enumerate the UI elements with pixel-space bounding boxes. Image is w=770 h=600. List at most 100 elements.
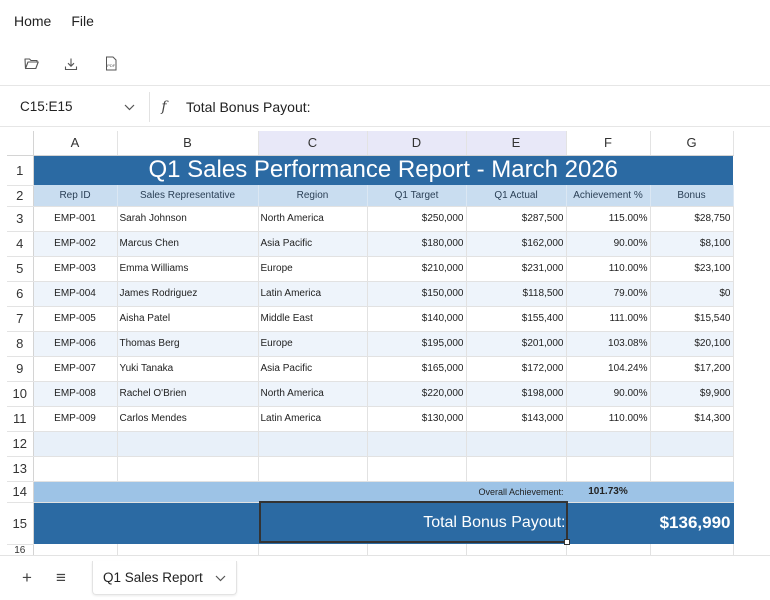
empty-cell[interactable] [117, 481, 259, 503]
cell-rep-name[interactable]: Thomas Berg [117, 331, 259, 357]
add-sheet-button[interactable]: + [22, 568, 32, 587]
row-header[interactable]: 8 [7, 331, 34, 357]
menu-file[interactable]: File [71, 13, 94, 29]
empty-cell[interactable] [117, 456, 259, 482]
cell-bonus[interactable]: $9,900 [650, 381, 734, 407]
cell-bonus[interactable]: $14,300 [650, 406, 734, 432]
empty-cell[interactable] [33, 456, 118, 482]
row-header[interactable]: 16 [7, 544, 34, 555]
row-header[interactable]: 15 [7, 502, 34, 545]
cell-actual[interactable]: $118,500 [466, 281, 567, 307]
report-title[interactable]: Q1 Sales Performance Report - March 2026 [33, 155, 733, 185]
cell-region[interactable]: Europe [258, 256, 368, 282]
empty-cell[interactable] [367, 456, 467, 482]
cell-rep-id[interactable]: EMP-006 [33, 331, 118, 357]
row-header[interactable]: 14 [7, 481, 34, 503]
cell-rep-name[interactable]: Marcus Chen [117, 231, 259, 257]
empty-cell[interactable] [258, 431, 368, 457]
cell-rep-id[interactable]: EMP-009 [33, 406, 118, 432]
cell-target[interactable]: $210,000 [367, 256, 467, 282]
empty-cell[interactable] [117, 544, 259, 555]
cell-bonus[interactable]: $15,540 [650, 306, 734, 332]
cell-rep-name[interactable]: Carlos Mendes [117, 406, 259, 432]
cell-region[interactable]: Europe [258, 331, 368, 357]
column-header-d[interactable]: D [367, 131, 467, 156]
row-header[interactable]: 12 [7, 431, 34, 457]
empty-cell[interactable] [367, 431, 467, 457]
empty-cell[interactable] [367, 544, 467, 555]
row-header[interactable]: 4 [7, 231, 34, 257]
cell-region[interactable]: Asia Pacific [258, 231, 368, 257]
empty-cell[interactable] [566, 544, 651, 555]
empty-cell[interactable] [650, 544, 734, 555]
cell-region[interactable]: North America [258, 381, 368, 407]
row-header[interactable]: 6 [7, 281, 34, 307]
formula-input[interactable]: Total Bonus Payout: [186, 98, 311, 115]
cell-rep-id[interactable]: EMP-008 [33, 381, 118, 407]
empty-cell[interactable] [466, 456, 567, 482]
menu-home[interactable]: Home [14, 13, 52, 29]
empty-cell[interactable] [466, 431, 567, 457]
cell-bonus[interactable]: $20,100 [650, 331, 734, 357]
cell-rep-id[interactable]: EMP-002 [33, 231, 118, 257]
empty-cell[interactable] [117, 502, 259, 544]
cell-actual[interactable]: $231,000 [466, 256, 567, 282]
empty-cell[interactable] [33, 544, 118, 555]
empty-cell[interactable] [650, 481, 734, 503]
name-box[interactable]: C15:E15 [0, 91, 150, 122]
cell-bonus[interactable]: $23,100 [650, 256, 734, 282]
empty-cell[interactable] [33, 481, 118, 503]
cell-bonus[interactable]: $28,750 [650, 206, 734, 232]
cell-target[interactable]: $220,000 [367, 381, 467, 407]
cell-achievement[interactable]: 115.00% [566, 206, 651, 232]
column-header-a[interactable]: A [33, 131, 118, 156]
cell-achievement[interactable]: 90.00% [566, 231, 651, 257]
cell-target[interactable]: $130,000 [367, 406, 467, 432]
cell-rep-id[interactable]: EMP-007 [33, 356, 118, 382]
chevron-down-icon[interactable] [215, 570, 226, 585]
sheet-tab-active[interactable]: Q1 Sales Report [92, 561, 237, 595]
cell-target[interactable]: $250,000 [367, 206, 467, 232]
empty-cell[interactable] [367, 481, 467, 503]
select-all-corner[interactable] [7, 131, 34, 156]
total-bonus-label[interactable]: Total Bonus Payout: [258, 502, 567, 544]
folder-open-icon[interactable] [22, 55, 40, 73]
cell-rep-id[interactable]: EMP-003 [33, 256, 118, 282]
cell-bonus[interactable]: $8,100 [650, 231, 734, 257]
empty-cell[interactable] [33, 431, 118, 457]
fill-handle[interactable] [564, 539, 570, 545]
column-header-g[interactable]: G [650, 131, 734, 156]
cell-target[interactable]: $180,000 [367, 231, 467, 257]
download-icon[interactable] [62, 55, 80, 73]
cell-rep-id[interactable]: EMP-004 [33, 281, 118, 307]
column-header-f[interactable]: F [566, 131, 651, 156]
cell-actual[interactable]: $172,000 [466, 356, 567, 382]
header-cell[interactable]: Sales Representative [117, 185, 259, 207]
cell-rep-id[interactable]: EMP-005 [33, 306, 118, 332]
row-header[interactable]: 13 [7, 456, 34, 482]
row-header[interactable]: 7 [7, 306, 34, 332]
cell-rep-name[interactable]: Rachel O'Brien [117, 381, 259, 407]
empty-cell[interactable] [650, 456, 734, 482]
cell-region[interactable]: Middle East [258, 306, 368, 332]
cell-actual[interactable]: $287,500 [466, 206, 567, 232]
column-header-e[interactable]: E [466, 131, 567, 156]
column-header-b[interactable]: B [117, 131, 259, 156]
row-header[interactable]: 2 [7, 185, 34, 207]
cell-actual[interactable]: $162,000 [466, 231, 567, 257]
cell-actual[interactable]: $201,000 [466, 331, 567, 357]
row-header[interactable]: 9 [7, 356, 34, 382]
header-cell[interactable]: Q1 Target [367, 185, 467, 207]
pdf-icon[interactable]: PDF [102, 55, 120, 73]
cell-region[interactable]: Latin America [258, 281, 368, 307]
empty-cell[interactable] [566, 456, 651, 482]
cell-target[interactable]: $150,000 [367, 281, 467, 307]
cell-target[interactable]: $165,000 [367, 356, 467, 382]
row-header[interactable]: 5 [7, 256, 34, 282]
header-cell[interactable]: Rep ID [33, 185, 118, 207]
empty-cell[interactable] [650, 431, 734, 457]
overall-achievement-value[interactable]: 101.73% [566, 481, 651, 503]
cell-achievement[interactable]: 111.00% [566, 306, 651, 332]
cell-target[interactable]: $195,000 [367, 331, 467, 357]
header-cell[interactable]: Bonus [650, 185, 734, 207]
